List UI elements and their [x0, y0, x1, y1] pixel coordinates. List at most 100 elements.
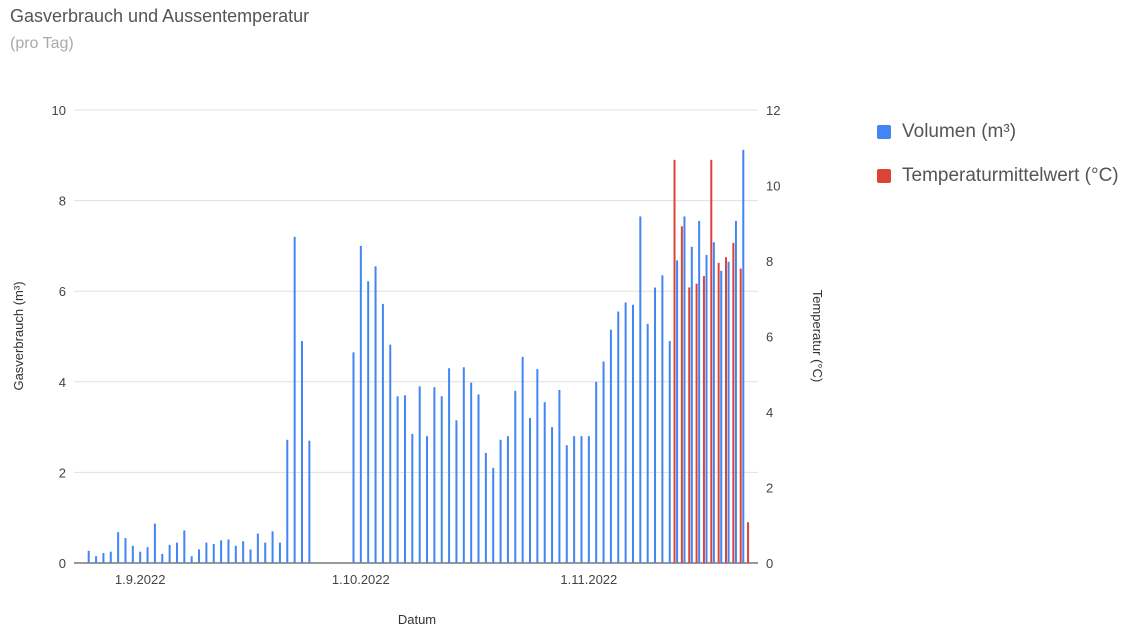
volume-bar[interactable] [712, 242, 715, 563]
volume-bar[interactable] [190, 556, 193, 563]
volume-bar[interactable] [690, 246, 693, 563]
volume-bar[interactable] [654, 287, 657, 563]
volume-bar[interactable] [264, 542, 267, 563]
volume-bar[interactable] [183, 530, 186, 563]
volume-bar[interactable] [448, 368, 451, 563]
volume-bar[interactable] [676, 260, 679, 563]
volume-bar[interactable] [95, 556, 98, 563]
volume-bar[interactable] [109, 551, 112, 563]
volume-bar[interactable] [278, 542, 281, 563]
legend-item-temperature[interactable]: Temperaturmittelwert (°C) [877, 154, 1119, 198]
temperature-bar[interactable] [680, 226, 683, 563]
volume-bar[interactable] [565, 445, 568, 563]
temperature-bar[interactable] [717, 262, 720, 563]
volume-bar[interactable] [543, 402, 546, 563]
volume-bar[interactable] [249, 549, 252, 563]
volume-bar[interactable] [168, 544, 171, 563]
volume-bar[interactable] [484, 452, 487, 563]
volume-bar[interactable] [234, 545, 237, 563]
volume-bar[interactable] [212, 543, 215, 563]
volume-bar[interactable] [242, 541, 245, 563]
volume-bar[interactable] [661, 275, 664, 563]
volume-bar[interactable] [631, 304, 634, 563]
volume-bar[interactable] [668, 341, 671, 563]
volume-bar[interactable] [587, 436, 590, 563]
volume-bar[interactable] [521, 356, 524, 563]
volume-bar[interactable] [426, 436, 429, 563]
volume-bar[interactable] [153, 523, 156, 563]
volume-bar[interactable] [558, 389, 561, 563]
volume-bar[interactable] [462, 367, 465, 563]
volume-bar[interactable] [227, 539, 230, 563]
volume-bar[interactable] [536, 369, 539, 563]
volume-bar[interactable] [595, 381, 598, 563]
volume-bar[interactable] [117, 532, 120, 563]
volume-bar[interactable] [131, 545, 134, 563]
volume-bar[interactable] [734, 220, 737, 564]
volume-bar[interactable] [271, 531, 274, 563]
volume-bar[interactable] [455, 420, 458, 563]
temperature-bar[interactable] [747, 522, 750, 563]
volume-bar[interactable] [742, 149, 745, 563]
volume-bar[interactable] [293, 236, 296, 563]
volume-bar[interactable] [403, 395, 406, 563]
volume-bar[interactable] [499, 439, 502, 563]
volume-bar[interactable] [433, 387, 436, 563]
volume-bar[interactable] [352, 352, 355, 563]
volume-bar[interactable] [580, 436, 583, 563]
volume-bar[interactable] [389, 344, 392, 563]
volume-bar[interactable] [396, 396, 399, 563]
volume-bar[interactable] [146, 547, 149, 563]
y2-tick-label: 4 [766, 405, 773, 420]
temperature-bar[interactable] [732, 242, 735, 563]
volume-bar[interactable] [205, 542, 208, 563]
volume-bar[interactable] [301, 341, 303, 563]
volume-bar[interactable] [175, 542, 178, 563]
volume-bar[interactable] [256, 533, 259, 563]
temperature-bar[interactable] [725, 257, 728, 563]
volume-bar[interactable] [617, 311, 620, 563]
volume-bar[interactable] [602, 361, 605, 563]
volume-bar[interactable] [470, 382, 473, 563]
volume-bar[interactable] [220, 540, 223, 563]
temperature-bar[interactable] [688, 287, 691, 563]
volume-bar[interactable] [440, 396, 443, 563]
temperature-bar[interactable] [710, 159, 713, 563]
volume-bar[interactable] [609, 329, 612, 563]
volume-bar[interactable] [374, 266, 377, 563]
volume-bar[interactable] [381, 303, 384, 563]
volume-bar[interactable] [198, 549, 201, 563]
temperature-bar[interactable] [702, 276, 705, 563]
temperature-bar[interactable] [739, 268, 742, 563]
volume-bar[interactable] [529, 418, 531, 563]
volume-bar[interactable] [705, 254, 708, 563]
volume-bar[interactable] [102, 553, 105, 563]
volume-bar[interactable] [477, 394, 480, 563]
y2-tick-label: 0 [766, 556, 773, 571]
volume-bar[interactable] [367, 281, 370, 563]
volume-bar[interactable] [698, 220, 701, 564]
temperature-bar[interactable] [673, 159, 676, 563]
volume-bar[interactable] [492, 467, 495, 563]
volume-bar[interactable] [639, 216, 642, 563]
temperature-bar[interactable] [695, 283, 698, 563]
volume-bar[interactable] [87, 550, 90, 563]
volume-bar[interactable] [418, 386, 421, 563]
volume-bar[interactable] [161, 553, 164, 563]
volume-bar[interactable] [514, 390, 517, 563]
volume-bar[interactable] [683, 216, 686, 563]
volume-bar[interactable] [506, 436, 509, 563]
volume-bar[interactable] [124, 538, 127, 563]
volume-bar[interactable] [624, 302, 627, 563]
volume-bar[interactable] [286, 439, 289, 563]
volume-bar[interactable] [308, 440, 311, 563]
volume-bar[interactable] [646, 323, 649, 563]
volume-bar[interactable] [720, 270, 723, 563]
volume-bar[interactable] [359, 245, 362, 563]
volume-bar[interactable] [551, 427, 554, 563]
volume-bar[interactable] [139, 551, 142, 563]
legend-item-volume[interactable]: Volumen (m³) [877, 110, 1119, 154]
volume-bar[interactable] [573, 436, 576, 563]
volume-bar[interactable] [411, 433, 414, 563]
volume-bar[interactable] [727, 261, 730, 563]
